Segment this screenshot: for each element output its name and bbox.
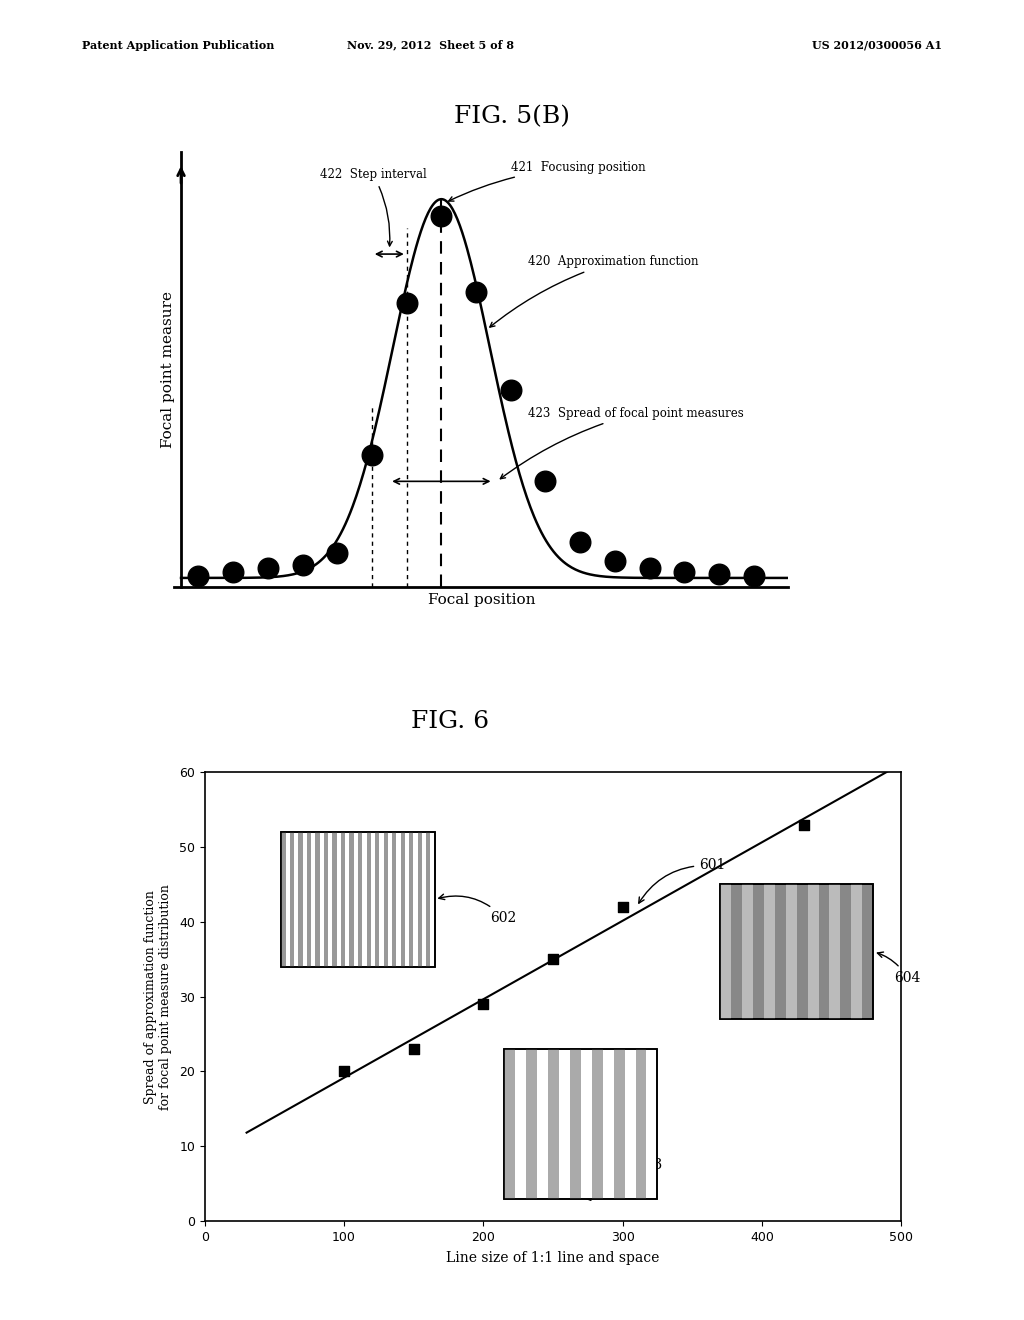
Bar bbox=[349, 832, 353, 966]
Point bbox=[329, 543, 345, 564]
Bar bbox=[400, 832, 404, 966]
Bar bbox=[315, 832, 319, 966]
Bar bbox=[720, 884, 873, 1019]
Bar bbox=[358, 832, 362, 966]
Bar bbox=[636, 1049, 646, 1199]
Text: 422  Step interval: 422 Step interval bbox=[319, 169, 427, 246]
Bar bbox=[504, 1049, 515, 1199]
Bar bbox=[375, 832, 379, 966]
Text: 421  Focusing position: 421 Focusing position bbox=[449, 161, 645, 201]
Point bbox=[745, 565, 762, 586]
Bar bbox=[764, 884, 775, 1019]
Point bbox=[545, 949, 561, 970]
Bar bbox=[426, 832, 430, 966]
Point bbox=[294, 554, 310, 576]
Bar bbox=[282, 832, 434, 966]
Point bbox=[468, 281, 484, 302]
Bar bbox=[324, 832, 329, 966]
Text: Patent Application Publication: Patent Application Publication bbox=[82, 40, 274, 50]
Point bbox=[433, 206, 450, 227]
Bar bbox=[570, 1049, 581, 1199]
Text: 602: 602 bbox=[438, 894, 516, 925]
Bar bbox=[290, 832, 294, 966]
Text: US 2012/0300056 A1: US 2012/0300056 A1 bbox=[812, 40, 942, 50]
Bar bbox=[282, 832, 286, 966]
Y-axis label: Spread of approximation function
for focal point measure distribution: Spread of approximation function for foc… bbox=[144, 883, 172, 1110]
Bar bbox=[307, 832, 311, 966]
Bar bbox=[409, 832, 414, 966]
Y-axis label: Focal point measure: Focal point measure bbox=[162, 292, 175, 447]
X-axis label: Focal position: Focal position bbox=[428, 593, 535, 607]
Point bbox=[711, 564, 727, 585]
Bar bbox=[720, 884, 873, 1019]
Bar bbox=[367, 832, 371, 966]
Point bbox=[364, 445, 380, 466]
Point bbox=[190, 565, 207, 586]
Bar bbox=[592, 1049, 603, 1199]
Point bbox=[676, 562, 692, 583]
Bar bbox=[785, 884, 797, 1019]
Point bbox=[336, 1061, 352, 1082]
Text: Nov. 29, 2012  Sheet 5 of 8: Nov. 29, 2012 Sheet 5 of 8 bbox=[346, 40, 514, 50]
Point bbox=[607, 550, 624, 572]
Text: FIG. 5(B): FIG. 5(B) bbox=[454, 106, 570, 128]
Bar bbox=[829, 884, 841, 1019]
Point bbox=[406, 1039, 422, 1060]
Point bbox=[503, 380, 519, 401]
Point bbox=[225, 562, 242, 583]
Bar bbox=[504, 1049, 657, 1199]
Bar bbox=[720, 884, 731, 1019]
Point bbox=[572, 532, 589, 553]
Bar bbox=[808, 884, 818, 1019]
Bar bbox=[333, 832, 337, 966]
Point bbox=[475, 994, 492, 1015]
Text: 604: 604 bbox=[878, 952, 921, 985]
Text: FIG. 6: FIG. 6 bbox=[412, 710, 489, 733]
X-axis label: Line size of 1:1 line and space: Line size of 1:1 line and space bbox=[446, 1250, 659, 1265]
Bar bbox=[526, 1049, 537, 1199]
Text: 420  Approximation function: 420 Approximation function bbox=[489, 256, 698, 327]
Bar bbox=[418, 832, 422, 966]
Bar bbox=[384, 832, 388, 966]
Point bbox=[260, 558, 276, 579]
Point bbox=[641, 558, 657, 579]
Bar bbox=[742, 884, 753, 1019]
Point bbox=[614, 896, 631, 917]
Bar bbox=[613, 1049, 625, 1199]
Text: 601: 601 bbox=[639, 858, 726, 903]
Bar bbox=[851, 884, 862, 1019]
Point bbox=[538, 471, 554, 492]
Bar bbox=[548, 1049, 559, 1199]
Bar bbox=[298, 832, 303, 966]
Point bbox=[796, 814, 812, 836]
Bar bbox=[392, 832, 396, 966]
Text: 603: 603 bbox=[585, 1158, 663, 1200]
Bar bbox=[504, 1049, 657, 1199]
Text: 423  Spread of focal point measures: 423 Spread of focal point measures bbox=[501, 407, 743, 479]
Point bbox=[398, 293, 415, 314]
Bar bbox=[282, 832, 434, 966]
Bar bbox=[341, 832, 345, 966]
